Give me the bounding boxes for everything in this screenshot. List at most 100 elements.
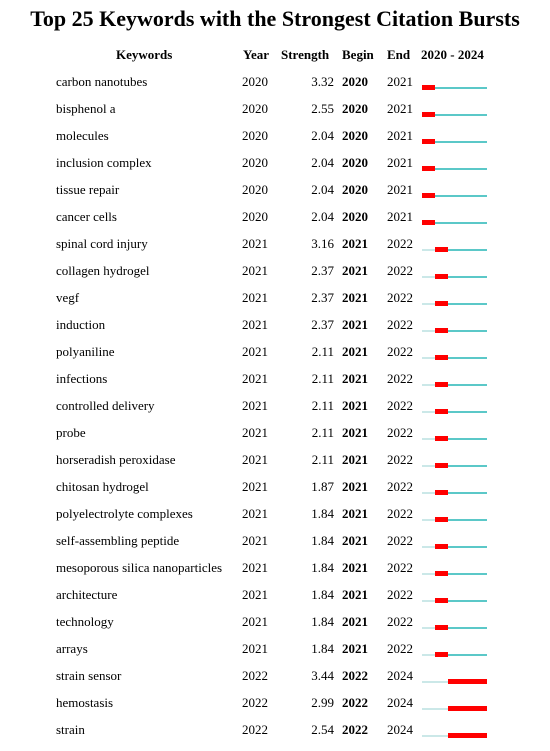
timeline-active-segment — [435, 654, 487, 656]
cell-strength: 2.99 — [311, 695, 334, 710]
cell-keyword: cancer cells — [56, 209, 117, 224]
cell-strength: 1.84 — [311, 533, 334, 548]
timeline-active-segment — [435, 519, 487, 521]
cell-begin: 2021 — [342, 533, 368, 548]
cell-begin: 2020 — [342, 101, 368, 116]
timeline-active-segment — [422, 141, 487, 143]
cell-end: 2022 — [387, 560, 413, 575]
header-begin: Begin — [342, 47, 374, 62]
cell-end: 2022 — [387, 479, 413, 494]
cell-year: 2021 — [242, 290, 268, 305]
cell-begin: 2021 — [342, 236, 368, 251]
cell-begin: 2020 — [342, 182, 368, 197]
header-keywords: Keywords — [116, 47, 173, 62]
cell-keyword: strain — [56, 722, 85, 737]
timeline-active-segment — [435, 330, 487, 332]
cell-year: 2021 — [242, 344, 268, 359]
timeline-inactive-segment — [422, 465, 435, 467]
timeline-inactive-segment — [422, 384, 435, 386]
burst-segment — [435, 274, 448, 279]
burst-segment — [448, 679, 487, 684]
timeline-inactive-segment — [422, 627, 435, 629]
timeline-active-segment — [435, 546, 487, 548]
timeline-inactive-segment — [422, 249, 435, 251]
cell-end: 2022 — [387, 587, 413, 602]
cell-begin: 2022 — [342, 695, 368, 710]
cell-year: 2021 — [242, 236, 268, 251]
cell-year: 2022 — [242, 668, 268, 683]
cell-strength: 1.87 — [311, 479, 334, 494]
timeline-active-segment — [435, 573, 487, 575]
cell-begin: 2021 — [342, 344, 368, 359]
cell-strength: 2.37 — [311, 263, 334, 278]
cell-begin: 2020 — [342, 209, 368, 224]
cell-begin: 2020 — [342, 155, 368, 170]
cell-year: 2021 — [242, 533, 268, 548]
burst-segment — [435, 490, 448, 495]
cell-begin: 2021 — [342, 263, 368, 278]
cell-strength: 2.55 — [311, 101, 334, 116]
cell-end: 2022 — [387, 371, 413, 386]
header-strength: Strength — [281, 47, 330, 62]
cell-begin: 2021 — [342, 452, 368, 467]
timeline-inactive-segment — [422, 276, 435, 278]
cell-keyword: vegf — [56, 290, 80, 305]
cell-year: 2021 — [242, 587, 268, 602]
cell-strength: 2.37 — [311, 290, 334, 305]
cell-begin: 2021 — [342, 371, 368, 386]
timeline-inactive-segment — [422, 330, 435, 332]
cell-strength: 2.11 — [311, 398, 334, 413]
cell-end: 2021 — [387, 101, 413, 116]
timeline-inactive-segment — [422, 357, 435, 359]
burst-segment — [435, 463, 448, 468]
burst-segment — [435, 598, 448, 603]
cell-end: 2022 — [387, 425, 413, 440]
cell-strength: 2.11 — [311, 452, 334, 467]
cell-begin: 2021 — [342, 317, 368, 332]
cell-year: 2022 — [242, 722, 268, 737]
cell-keyword: carbon nanotubes — [56, 74, 148, 89]
burst-segment — [435, 247, 448, 252]
cell-end: 2021 — [387, 155, 413, 170]
cell-end: 2021 — [387, 182, 413, 197]
burst-segment — [435, 652, 448, 657]
cell-end: 2021 — [387, 74, 413, 89]
burst-segment — [435, 436, 448, 441]
cell-end: 2024 — [387, 722, 413, 737]
timeline-active-segment — [435, 249, 487, 251]
cell-begin: 2021 — [342, 398, 368, 413]
cell-begin: 2020 — [342, 74, 368, 89]
burst-segment — [435, 301, 448, 306]
cell-strength: 1.84 — [311, 614, 334, 629]
burst-segment — [435, 544, 448, 549]
timeline-active-segment — [422, 168, 487, 170]
cell-end: 2021 — [387, 128, 413, 143]
timeline-inactive-segment — [422, 303, 435, 305]
timeline-inactive-segment — [422, 492, 435, 494]
cell-year: 2021 — [242, 479, 268, 494]
cell-keyword: tissue repair — [56, 182, 120, 197]
cell-year: 2021 — [242, 452, 268, 467]
cell-year: 2021 — [242, 506, 268, 521]
burst-segment — [422, 139, 435, 144]
cell-end: 2022 — [387, 236, 413, 251]
cell-year: 2021 — [242, 560, 268, 575]
burst-segment — [435, 328, 448, 333]
cell-end: 2022 — [387, 344, 413, 359]
burst-segment — [422, 166, 435, 171]
burst-segment — [435, 517, 448, 522]
cell-strength: 2.11 — [311, 425, 334, 440]
cell-strength: 3.16 — [311, 236, 334, 251]
cell-strength: 1.84 — [311, 506, 334, 521]
cell-end: 2024 — [387, 668, 413, 683]
cell-end: 2021 — [387, 209, 413, 224]
cell-strength: 3.44 — [311, 668, 334, 683]
cell-strength: 2.04 — [311, 209, 334, 224]
cell-keyword: molecules — [56, 128, 109, 143]
cell-end: 2022 — [387, 263, 413, 278]
cell-year: 2021 — [242, 641, 268, 656]
cell-end: 2022 — [387, 317, 413, 332]
cell-keyword: induction — [56, 317, 106, 332]
burst-segment — [435, 571, 448, 576]
